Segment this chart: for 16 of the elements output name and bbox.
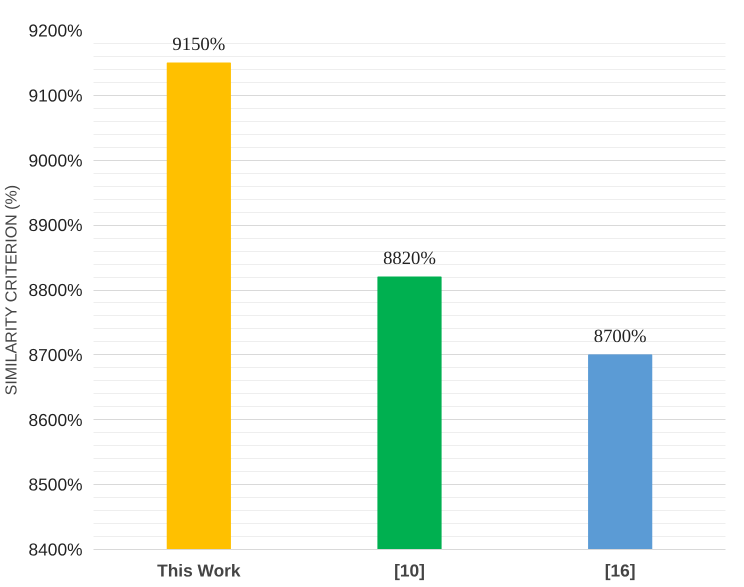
data-label: 8820% xyxy=(383,248,436,270)
y-tick-label: 9200% xyxy=(28,20,83,40)
y-tick-label: 8900% xyxy=(28,215,83,236)
data-label: 8700% xyxy=(594,326,647,347)
y-axis-title: SIMILARITY CRITERION (%) xyxy=(4,184,21,396)
y-tick-label: 8700% xyxy=(28,344,83,365)
y-tick-label: 9000% xyxy=(28,150,83,170)
x-tick-label: [16] xyxy=(604,560,636,580)
y-tick-label: 8800% xyxy=(28,280,83,300)
y-tick-label: 9100% xyxy=(28,85,83,106)
data-label: 9150% xyxy=(172,34,226,55)
x-tick-label: [10] xyxy=(394,560,425,580)
y-tick-label: 8500% xyxy=(28,474,83,495)
y-tick-label: 8600% xyxy=(28,410,83,430)
y-tick-label: 8400% xyxy=(28,540,83,560)
x-tick-label: This Work xyxy=(157,560,241,580)
